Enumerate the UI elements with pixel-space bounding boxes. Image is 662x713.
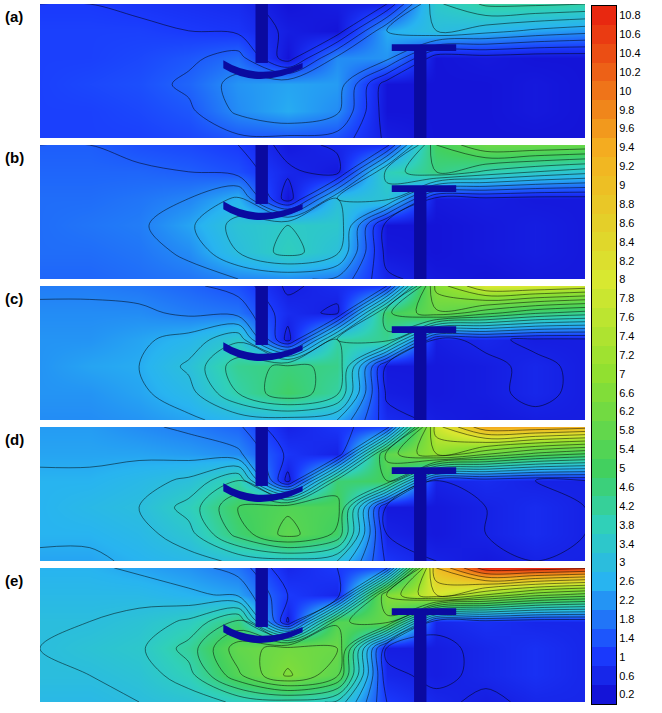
svg-text:10.6: 10.6 <box>619 28 640 40</box>
svg-text:1.8: 1.8 <box>619 613 634 625</box>
svg-text:5: 5 <box>619 462 625 474</box>
svg-text:0.2: 0.2 <box>619 688 634 700</box>
svg-text:4.2: 4.2 <box>619 500 634 512</box>
svg-text:7: 7 <box>619 368 625 380</box>
svg-text:6.6: 6.6 <box>619 387 634 399</box>
svg-text:8.6: 8.6 <box>619 217 634 229</box>
svg-text:1: 1 <box>619 651 625 663</box>
svg-text:2.6: 2.6 <box>619 575 634 587</box>
svg-text:9.8: 9.8 <box>619 104 634 116</box>
svg-text:10.8: 10.8 <box>619 9 640 21</box>
svg-text:9.6: 9.6 <box>619 122 634 134</box>
svg-text:9.2: 9.2 <box>619 160 634 172</box>
svg-text:10.2: 10.2 <box>619 66 640 78</box>
svg-text:3.8: 3.8 <box>619 519 634 531</box>
svg-text:9.4: 9.4 <box>619 141 634 153</box>
svg-text:10: 10 <box>619 85 631 97</box>
svg-text:1.4: 1.4 <box>619 632 634 644</box>
svg-text:(a): (a) <box>5 8 23 25</box>
svg-text:(e): (e) <box>5 572 23 589</box>
svg-text:6.2: 6.2 <box>619 405 634 417</box>
svg-text:8: 8 <box>619 273 625 285</box>
svg-text:0.6: 0.6 <box>619 670 634 682</box>
svg-text:8.8: 8.8 <box>619 198 634 210</box>
svg-text:5.4: 5.4 <box>619 443 634 455</box>
svg-text:(c): (c) <box>5 290 23 307</box>
svg-text:3.4: 3.4 <box>619 538 634 550</box>
svg-text:2.2: 2.2 <box>619 594 634 606</box>
svg-text:9: 9 <box>619 179 625 191</box>
svg-text:(b): (b) <box>5 149 24 166</box>
svg-text:7.4: 7.4 <box>619 330 634 342</box>
svg-text:10.4: 10.4 <box>619 47 640 59</box>
svg-text:7.2: 7.2 <box>619 349 634 361</box>
svg-text:(d): (d) <box>5 431 24 448</box>
svg-text:8.4: 8.4 <box>619 236 634 248</box>
svg-text:3: 3 <box>619 556 625 568</box>
svg-text:4.6: 4.6 <box>619 481 634 493</box>
svg-text:7.6: 7.6 <box>619 311 634 323</box>
svg-text:5.8: 5.8 <box>619 424 634 436</box>
svg-text:8.2: 8.2 <box>619 255 634 267</box>
svg-text:7.8: 7.8 <box>619 292 634 304</box>
